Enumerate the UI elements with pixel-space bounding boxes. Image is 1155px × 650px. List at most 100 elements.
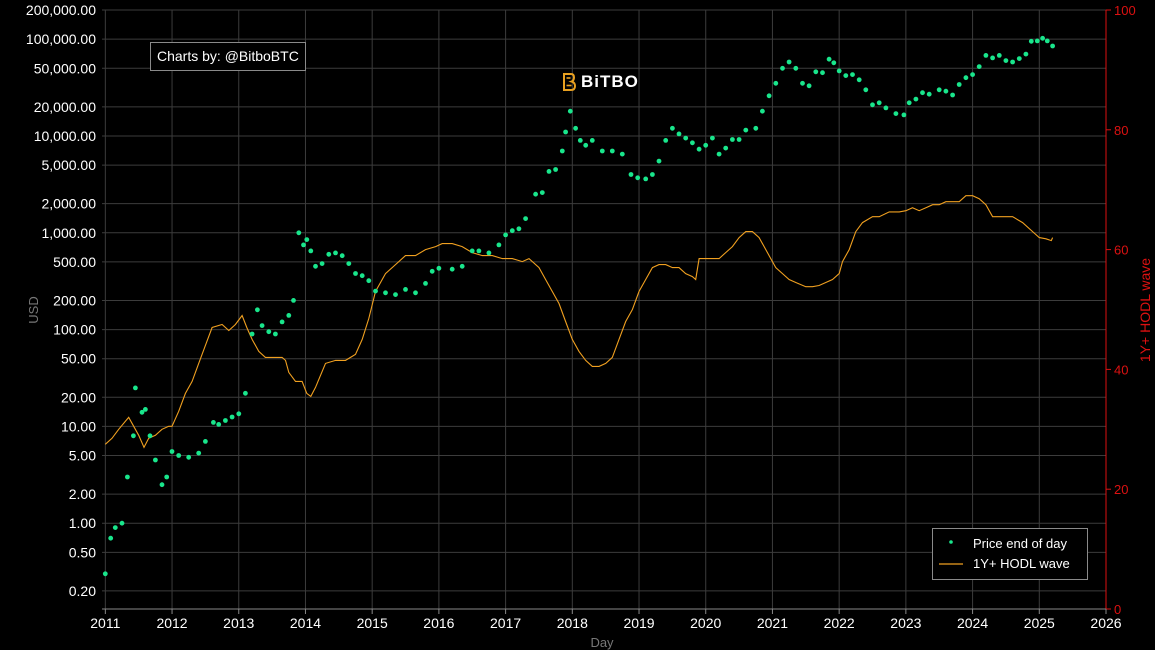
price-point xyxy=(643,176,649,182)
price-point xyxy=(683,135,689,141)
price-point xyxy=(976,64,982,69)
price-point xyxy=(831,60,837,66)
price-point xyxy=(249,331,255,337)
price-point xyxy=(313,263,318,269)
price-point xyxy=(786,59,792,65)
price-point xyxy=(496,242,502,248)
price-point xyxy=(850,72,855,77)
price-point xyxy=(159,482,165,488)
y-tick-label: 1,000.00 xyxy=(42,225,97,241)
price-point xyxy=(153,457,158,463)
y-tick-label: 50,000.00 xyxy=(34,60,96,76)
x-tick-label: 2015 xyxy=(357,615,388,631)
price-point xyxy=(383,290,388,296)
legend-item-hodl[interactable]: 1Y+ HODL wave xyxy=(933,554,1087,574)
price-series xyxy=(102,35,1055,577)
price-point xyxy=(449,266,455,272)
price-point xyxy=(836,68,842,74)
price-point xyxy=(650,172,655,177)
y2-tick-label: 80 xyxy=(1114,123,1128,138)
price-point xyxy=(628,172,634,177)
x-tick-label: 2020 xyxy=(690,615,721,631)
price-point xyxy=(663,138,669,143)
price-point xyxy=(996,53,1002,58)
price-point xyxy=(703,142,709,148)
price-point xyxy=(970,72,975,77)
price-point xyxy=(843,73,849,78)
price-point xyxy=(800,80,805,86)
price-point xyxy=(216,422,222,427)
price-point xyxy=(573,125,578,131)
price-point xyxy=(780,65,785,71)
price-point xyxy=(760,108,765,114)
price-point xyxy=(1023,51,1029,57)
x-tick-label: 2014 xyxy=(290,615,321,631)
price-point xyxy=(486,250,492,256)
price-point xyxy=(926,91,932,97)
price-point xyxy=(883,105,889,111)
price-point xyxy=(1034,38,1040,44)
price-point xyxy=(304,237,310,243)
price-point xyxy=(670,125,675,131)
price-point xyxy=(567,108,573,114)
price-point xyxy=(393,292,398,297)
price-point xyxy=(983,53,989,58)
price-point xyxy=(906,100,912,106)
x-tick-label: 2012 xyxy=(156,615,187,631)
price-point xyxy=(806,83,812,89)
price-point xyxy=(820,70,825,76)
x-tick-label: 2024 xyxy=(957,615,988,631)
price-point xyxy=(196,450,202,456)
price-point xyxy=(599,148,605,154)
y2-tick-label: 60 xyxy=(1114,243,1128,258)
price-point xyxy=(856,77,862,83)
price-point xyxy=(143,407,148,412)
price-point xyxy=(236,411,242,417)
x-tick-label: 2025 xyxy=(1024,615,1055,631)
price-point xyxy=(373,288,378,294)
legend: Price end of day 1Y+ HODL wave xyxy=(932,528,1088,580)
bitbo-logo-text: BiTBO xyxy=(581,72,639,91)
price-point xyxy=(1050,43,1055,49)
price-point xyxy=(1044,38,1050,44)
price-point xyxy=(710,135,715,141)
price-point xyxy=(147,433,153,439)
price-point xyxy=(403,287,408,292)
price-point xyxy=(773,80,779,86)
legend-hodl-label: 1Y+ HODL wave xyxy=(973,556,1070,571)
y-tick-label: 2,000.00 xyxy=(42,196,97,212)
price-point xyxy=(243,390,248,396)
y-tick-label: 10.00 xyxy=(61,418,96,434)
price-point xyxy=(308,248,314,254)
price-point xyxy=(863,87,869,93)
legend-item-price[interactable]: Price end of day xyxy=(933,534,1087,554)
price-point xyxy=(813,69,819,75)
price-point xyxy=(553,167,558,172)
x-tick-label: 2022 xyxy=(824,615,855,631)
bitbo-logo-icon xyxy=(563,73,576,91)
price-point xyxy=(1028,38,1034,44)
y-tick-label: 100,000.00 xyxy=(26,31,96,47)
x-tick-label: 2016 xyxy=(423,615,454,631)
y2-tick-label: 0 xyxy=(1114,602,1121,617)
price-point xyxy=(296,230,302,236)
price-point xyxy=(203,439,208,444)
price-point xyxy=(119,520,125,526)
price-point xyxy=(286,313,292,318)
price-point xyxy=(736,137,742,142)
price-point xyxy=(656,158,662,164)
price-point xyxy=(619,151,625,157)
price-point xyxy=(423,281,428,286)
price-point xyxy=(509,228,515,234)
x-tick-label: 2017 xyxy=(490,615,521,631)
price-point xyxy=(936,87,942,93)
price-point xyxy=(353,271,358,276)
price-point xyxy=(346,261,352,266)
y-tick-label: 50.00 xyxy=(61,351,96,367)
price-point xyxy=(826,56,832,62)
y-tick-label: 0.20 xyxy=(69,583,96,599)
price-point xyxy=(186,454,192,460)
y2-axis-label: 1Y+ HODL wave xyxy=(1137,258,1153,362)
price-point xyxy=(743,127,749,133)
x-tick-label: 2021 xyxy=(757,615,788,631)
